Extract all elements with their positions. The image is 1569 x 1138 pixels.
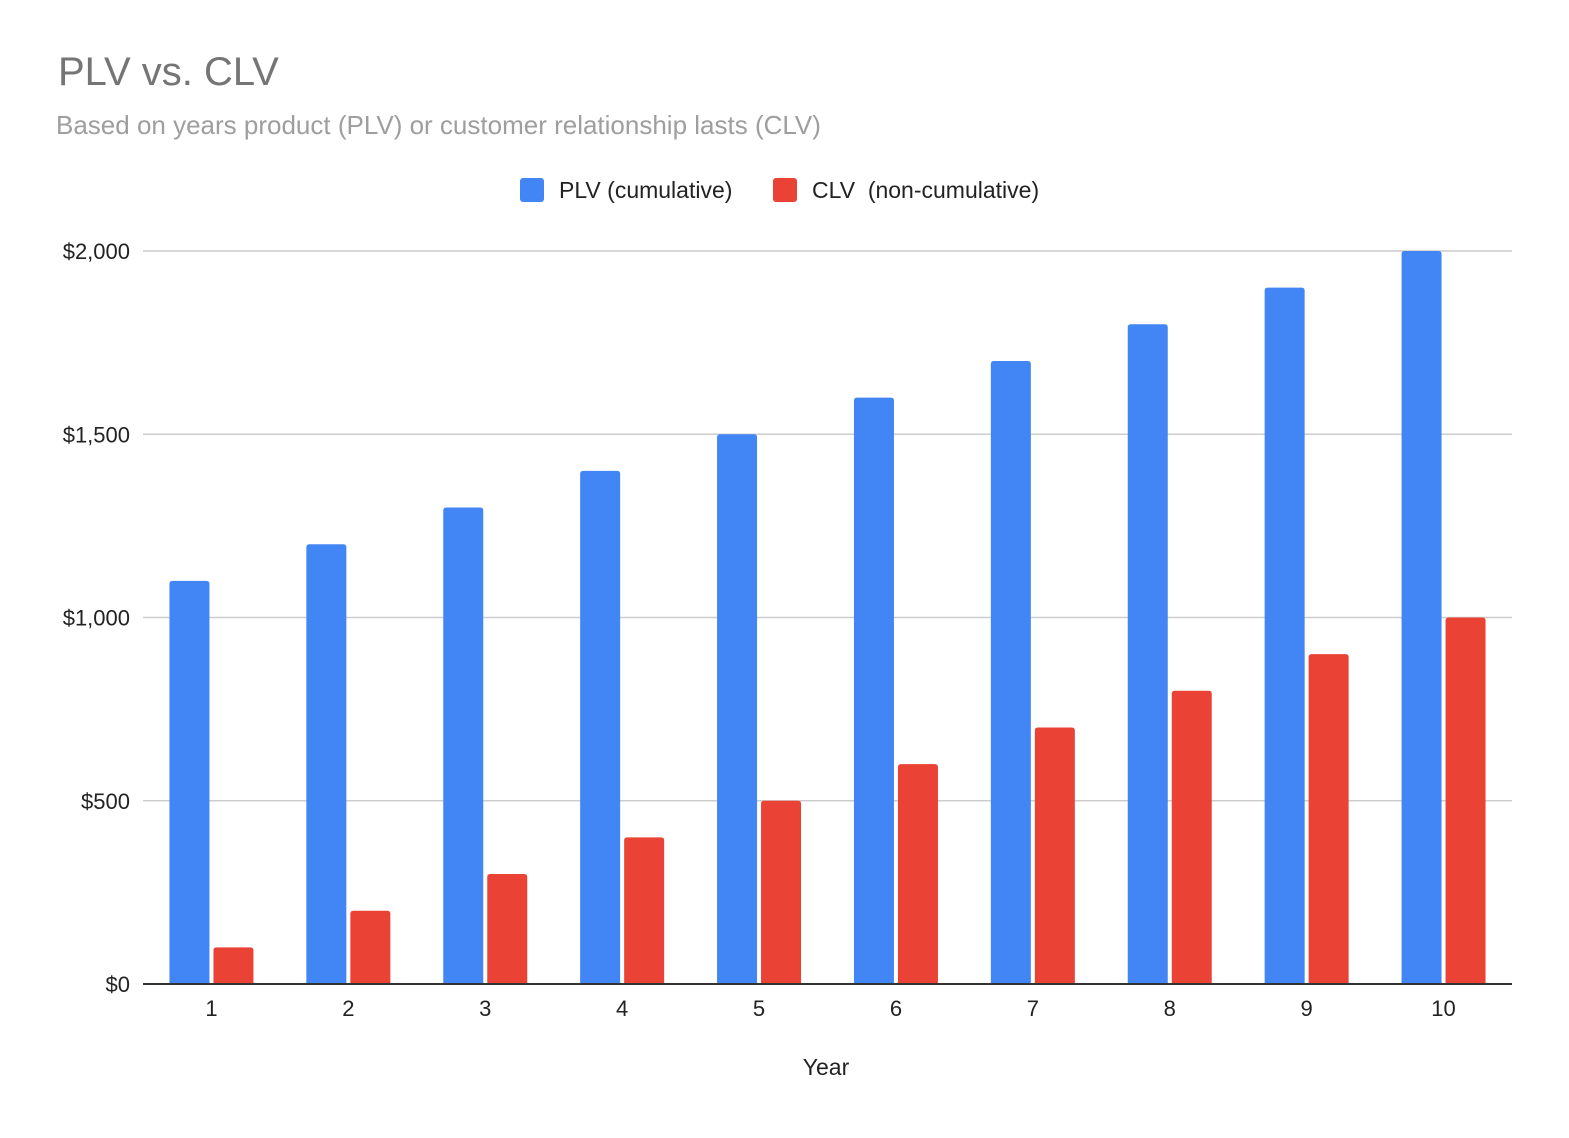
bar-clv-year-6 <box>897 764 938 984</box>
bar-clv-year-1 <box>213 947 254 984</box>
x-tick-label: 9 <box>1301 996 1313 1021</box>
bar-clv-year-5 <box>761 800 802 984</box>
y-tick-label: $500 <box>81 789 130 814</box>
legend-label-plv: PLV (cumulative) <box>559 177 732 203</box>
x-axis-title: Year <box>803 1054 850 1080</box>
bar-plv-year-2 <box>306 544 347 984</box>
bar-clv-year-7 <box>1034 727 1075 984</box>
x-tick-label: 7 <box>1027 996 1039 1021</box>
x-tick-label: 3 <box>479 996 491 1021</box>
bar-clv-year-9 <box>1308 654 1349 984</box>
x-tick-label: 6 <box>890 996 902 1021</box>
legend-label-clv: CLV (non-cumulative) <box>812 177 1039 203</box>
legend-swatch-clv <box>773 178 797 202</box>
chart-title: PLV vs. CLV <box>58 50 279 94</box>
y-tick-label: $2,000 <box>63 239 130 264</box>
bar-plv-year-8 <box>1127 324 1168 984</box>
bar-plv-year-4 <box>580 470 621 984</box>
x-tick-label: 2 <box>342 996 354 1021</box>
x-tick-label: 5 <box>753 996 765 1021</box>
x-tick-label: 10 <box>1431 996 1455 1021</box>
bars <box>169 251 1486 985</box>
bar-clv-year-4 <box>624 837 665 984</box>
legend-swatch-plv <box>520 178 544 202</box>
bar-plv-year-1 <box>169 580 210 984</box>
y-axis-ticks: $0 $500 $1,000 $1,500 $2,000 <box>63 239 130 997</box>
x-tick-label: 8 <box>1164 996 1176 1021</box>
bar-clv-year-3 <box>487 874 528 984</box>
y-tick-label: $1,500 <box>63 422 130 447</box>
bar-plv-year-9 <box>1264 287 1305 984</box>
bar-clv-year-10 <box>1445 617 1486 984</box>
x-tick-label: 4 <box>616 996 628 1021</box>
bar-plv-year-5 <box>717 434 758 984</box>
bar-plv-year-3 <box>443 507 484 984</box>
bar-plv-year-10 <box>1401 251 1442 984</box>
bar-clv-year-8 <box>1171 690 1212 984</box>
gridlines <box>143 250 1512 802</box>
legend: PLV (cumulative) CLV (non-cumulative) <box>520 177 1039 203</box>
bar-plv-year-7 <box>990 360 1031 984</box>
x-tick-label: 1 <box>205 996 217 1021</box>
x-axis-ticks: 1 2 3 4 5 6 7 8 9 10 <box>205 996 1455 1021</box>
y-tick-label: $1,000 <box>63 606 130 631</box>
chart-subtitle: Based on years product (PLV) or customer… <box>56 110 821 140</box>
y-tick-label: $0 <box>106 972 130 997</box>
bar-plv-year-6 <box>853 397 894 985</box>
bar-clv-year-2 <box>350 910 391 984</box>
